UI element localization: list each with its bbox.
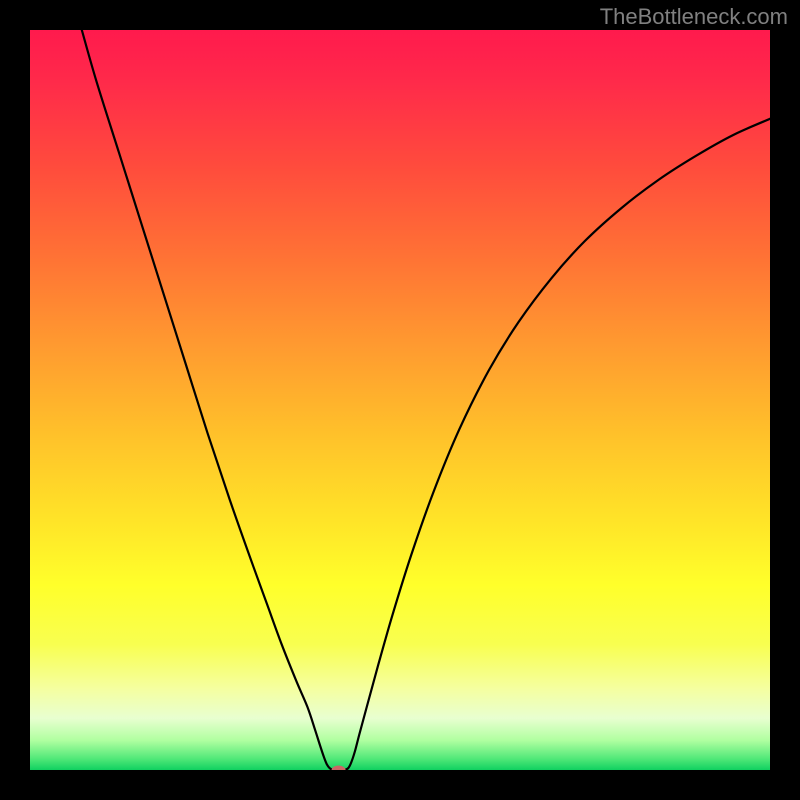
chart-area (30, 30, 770, 770)
gradient-background (30, 30, 770, 770)
bottleneck-curve-chart (30, 30, 770, 770)
watermark-text: TheBottleneck.com (600, 4, 788, 30)
